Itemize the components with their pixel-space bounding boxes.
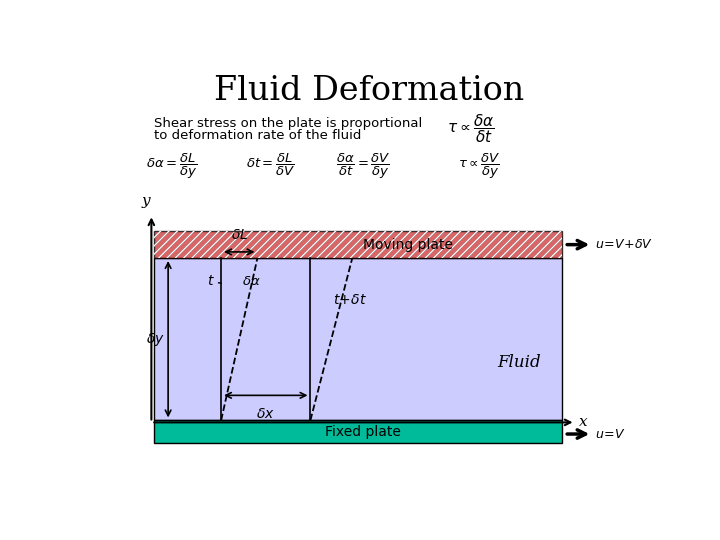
Text: Fluid: Fluid [498,354,541,370]
Bar [154,231,562,258]
Text: $\delta\alpha = \dfrac{\delta L}{\delta y}$: $\delta\alpha = \dfrac{\delta L}{\delta … [145,152,197,181]
Text: Shear stress on the plate is proportional: Shear stress on the plate is proportiona… [154,117,423,130]
Text: $\delta L$: $\delta L$ [230,227,248,241]
Text: $\tau \propto \dfrac{\delta\alpha}{\delta t}$: $\tau \propto \dfrac{\delta\alpha}{\delt… [447,113,495,145]
Text: $\dfrac{\delta\alpha}{\delta t} = \dfrac{\delta V}{\delta y}$: $\dfrac{\delta\alpha}{\delta t} = \dfrac… [336,152,390,181]
Text: x: x [580,415,588,429]
Text: $\delta y$: $\delta y$ [146,330,166,348]
Text: $\delta t = \dfrac{\delta L}{\delta V}$: $\delta t = \dfrac{\delta L}{\delta V}$ [246,152,296,178]
Text: $u\!=\!V\!+\!\delta V$: $u\!=\!V\!+\!\delta V$ [595,238,653,251]
Bar [154,258,562,420]
Text: $\tau \propto \dfrac{\delta V}{\delta y}$: $\tau \propto \dfrac{\delta V}{\delta y}… [459,152,501,181]
Text: y: y [142,194,150,208]
Text: $\delta\alpha$: $\delta\alpha$ [243,274,261,287]
Text: Fixed plate: Fixed plate [325,425,401,438]
Text: to deformation rate of the fluid: to deformation rate of the fluid [154,129,361,142]
Text: $\delta x$: $\delta x$ [256,407,275,421]
Bar [154,231,562,258]
Text: Fluid Deformation: Fluid Deformation [214,75,524,107]
Text: Moving plate: Moving plate [363,238,453,252]
Bar [154,420,562,443]
Text: $t\!+\!\delta t$: $t\!+\!\delta t$ [333,293,367,307]
Text: $t$: $t$ [207,274,215,288]
Text: $u\!=\!V$: $u\!=\!V$ [595,428,626,441]
